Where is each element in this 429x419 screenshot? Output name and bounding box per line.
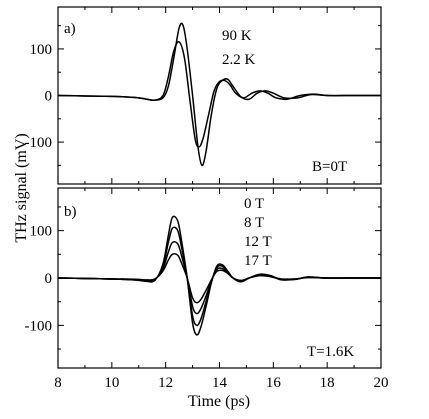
panel-b-annotation: T=1.6K (307, 344, 354, 360)
panel-b-series (57, 215, 381, 336)
panel-b-series-1-line (57, 215, 381, 336)
x-tick-label: 16 (266, 375, 282, 391)
panel-b-series-4-line (57, 253, 381, 304)
panel-a-series (57, 22, 381, 167)
x-axis-title: Time (ps) (188, 393, 250, 410)
panel-a-legend-label-2: 2.2 K (222, 52, 256, 68)
panel-a-series-2-line (57, 22, 381, 167)
x-tick-label: 8 (54, 375, 62, 391)
y-tick-label: 0 (45, 89, 53, 105)
y-tick-label: 0 (45, 271, 53, 287)
panel-a-label: a) (64, 21, 76, 37)
y-tick-label: 100 (30, 42, 53, 58)
x-tick-label: 18 (320, 375, 335, 391)
y-tick-label: -100 (25, 318, 53, 334)
y-tick-label: 100 (30, 224, 53, 240)
x-tick-label: 20 (374, 375, 389, 391)
panel-b-legend-label-3: 12 T (244, 234, 272, 250)
panel-b-legend-label-2: 8 T (244, 215, 264, 231)
x-tick-label: 14 (212, 375, 228, 391)
panel-a-legend-label-1: 90 K (222, 28, 252, 44)
panel-a-annotation: B=0T (312, 159, 347, 175)
x-tick-label: 12 (158, 375, 173, 391)
x-tick-label: 10 (104, 375, 119, 391)
panel-b-legend-label-1: 0 T (244, 196, 264, 212)
y-axis-title: THz signal (mV) (13, 133, 30, 242)
y-tick-label: -100 (25, 135, 53, 151)
panel-a: -100 0 100 a) 90 K 2.2 K B=0T (25, 6, 382, 185)
panel-b: 8 10 12 14 16 18 20 -100 0 100 b) 0 T 8 T 12 T 17… (25, 187, 389, 391)
panel-a-ticks: -100 0 100 (25, 7, 382, 184)
panel-a-series-1-line (57, 41, 381, 148)
panel-b-label: b) (64, 204, 77, 220)
panel-b-series-2-line (57, 226, 381, 327)
panel-b-ticks: 8 10 12 14 16 18 20 -100 0 100 (25, 188, 389, 391)
panel-b-legend-label-4: 17 T (244, 253, 272, 269)
